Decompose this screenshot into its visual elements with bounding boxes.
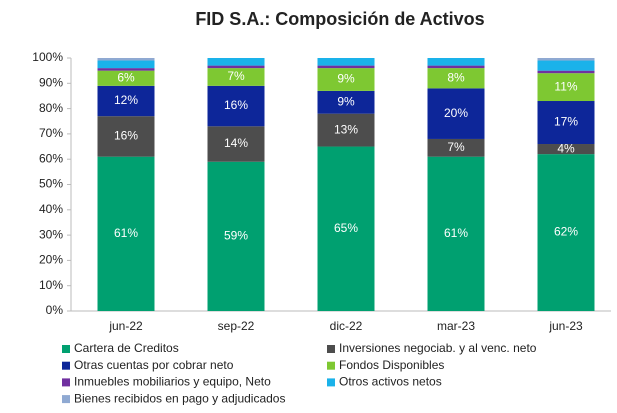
bar-segment xyxy=(317,58,375,66)
y-tick-label: 30% xyxy=(39,227,63,241)
bar-segment xyxy=(427,156,485,311)
bar-segment xyxy=(317,146,375,311)
legend-swatch xyxy=(62,361,70,370)
bar-segment xyxy=(317,113,375,147)
data-label: 7% xyxy=(447,140,465,154)
data-label: 20% xyxy=(444,106,468,120)
bar-segment xyxy=(537,101,595,145)
legend-label: Bienes recibidos en pago y adjudicados xyxy=(74,391,285,405)
data-label: 4% xyxy=(557,141,575,155)
bar-segment xyxy=(207,58,265,66)
data-label: 14% xyxy=(224,136,248,150)
y-tick-label: 40% xyxy=(39,202,63,216)
data-label: 62% xyxy=(554,225,578,239)
bar-segment xyxy=(207,161,265,311)
bar-segment xyxy=(207,126,265,162)
data-label: 17% xyxy=(554,115,578,129)
legend-label: Otros activos netos xyxy=(339,375,442,389)
x-tick-label: jun-22 xyxy=(108,319,143,333)
legend-swatch xyxy=(62,345,70,353)
y-tick-label: 50% xyxy=(39,177,63,191)
legend-swatch xyxy=(327,361,335,370)
data-label: 9% xyxy=(337,94,355,108)
data-label: 12% xyxy=(114,93,138,107)
bar-segment xyxy=(427,138,485,157)
legend-label: Otras cuentas por cobrar neto xyxy=(74,358,234,372)
bar-segment xyxy=(537,58,595,61)
legend-label: Inmuebles mobiliarios y equipo, Neto xyxy=(74,375,271,389)
y-tick-label: 20% xyxy=(39,253,63,267)
x-tick-label: dic-22 xyxy=(330,319,363,333)
bar-segment xyxy=(427,88,485,139)
x-tick-label: jun-23 xyxy=(548,319,583,333)
bar-segment xyxy=(317,90,375,114)
legend-swatch xyxy=(327,378,335,387)
y-tick-label: 0% xyxy=(46,303,64,317)
data-label: 7% xyxy=(227,69,245,83)
data-label: 61% xyxy=(444,226,468,240)
bar-segment xyxy=(537,73,595,102)
data-label: 11% xyxy=(554,79,577,93)
bar-segment xyxy=(317,68,375,91)
bar-segment xyxy=(537,144,595,155)
bar-segment xyxy=(317,65,375,69)
bar-segment xyxy=(537,154,595,311)
legend-swatch xyxy=(327,345,335,353)
y-tick-label: 10% xyxy=(39,278,63,292)
y-tick-label: 60% xyxy=(39,151,63,165)
bar-segment xyxy=(427,58,485,66)
bar-segment xyxy=(97,68,155,71)
bar-segment xyxy=(97,60,155,69)
data-label: 13% xyxy=(334,122,358,136)
data-label: 65% xyxy=(334,221,358,235)
data-label: 6% xyxy=(117,70,135,84)
x-tick-label: sep-22 xyxy=(218,319,255,333)
bar-segment xyxy=(207,65,265,69)
bar-segment xyxy=(97,156,155,311)
chart-title: FID S.A.: Composición de Activos xyxy=(195,9,484,29)
legend-swatch xyxy=(62,395,70,404)
bar-segment xyxy=(97,70,155,86)
x-tick-label: mar-23 xyxy=(437,319,475,333)
bar-segment xyxy=(427,65,485,69)
data-label: 59% xyxy=(224,229,248,243)
legend-label: Cartera de Creditos xyxy=(74,341,179,355)
bar-segment xyxy=(537,60,595,71)
y-tick-label: 100% xyxy=(32,50,63,64)
legend-label: Inversiones negociab. y al venc. neto xyxy=(339,341,537,355)
bar-segment xyxy=(97,58,155,61)
data-label: 8% xyxy=(447,70,465,84)
bar-segment xyxy=(537,70,595,74)
y-tick-label: 70% xyxy=(39,126,63,140)
bar-segment xyxy=(427,68,485,89)
bar-segment xyxy=(207,85,265,127)
data-label: 9% xyxy=(337,72,355,86)
legend-label: Fondos Disponibles xyxy=(339,358,444,372)
y-tick-label: 80% xyxy=(39,101,63,115)
bar-segment xyxy=(207,68,265,86)
y-tick-label: 90% xyxy=(39,75,63,89)
legend-swatch xyxy=(62,378,70,387)
data-label: 16% xyxy=(224,98,248,112)
data-label: 61% xyxy=(114,226,138,240)
data-label: 16% xyxy=(114,129,138,143)
bar-segment xyxy=(97,85,155,117)
bar-segment xyxy=(97,116,155,157)
